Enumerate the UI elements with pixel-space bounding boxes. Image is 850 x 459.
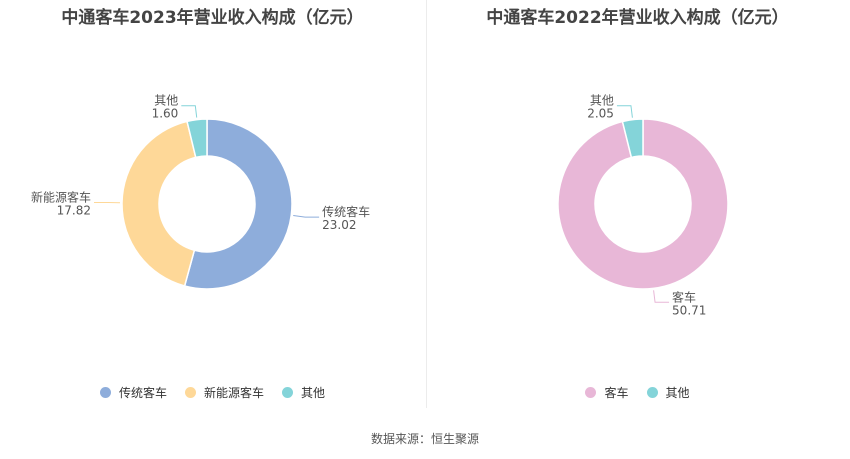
slice-value-0-0: 23.02 — [322, 218, 356, 232]
slice-value-1-1: 2.05 — [587, 107, 614, 121]
legend-2023: 传统客车 新能源客车 其他 — [0, 384, 425, 401]
legend-label: 传统客车 — [118, 386, 167, 400]
legend-item-0-0[interactable]: 传统客车 — [99, 384, 167, 401]
slice-label-0-1: 新能源客车 — [31, 190, 91, 205]
legend-label: 客车 — [604, 386, 629, 400]
chart-title-2023: 中通客车2023年营业收入构成（亿元） — [61, 8, 364, 28]
chart-title-2022: 中通客车2022年营业收入构成（亿元） — [486, 8, 789, 28]
slice-1-0[interactable] — [557, 118, 729, 290]
leader-line-0-2 — [181, 105, 198, 118]
slice-label-1-1: 其他 — [590, 94, 614, 108]
legend-item-1-0[interactable]: 客车 — [585, 384, 629, 401]
slice-value-0-1: 17.82 — [57, 204, 91, 218]
legend-swatch-icon — [282, 387, 293, 398]
chart-panel-2023: 中通客车2023年营业收入构成（亿元） 传统客车 23.02 新能源客车 17.82 其… — [0, 0, 425, 410]
slice-0-1[interactable] — [121, 120, 197, 287]
slice-0-2[interactable] — [186, 118, 208, 159]
panel-divider — [426, 0, 427, 408]
legend-item-1-1[interactable]: 其他 — [646, 384, 690, 401]
legend-label: 其他 — [301, 386, 326, 400]
legend-label: 新能源客车 — [203, 386, 264, 400]
chart-panel-2022: 中通客车2022年营业收入构成（亿元） 客车 50.71 其他 2.05 客车 其他 — [425, 0, 850, 410]
legend-item-0-2[interactable]: 其他 — [282, 384, 325, 401]
slice-value-1-0: 50.71 — [672, 303, 706, 317]
slice-label-0-0: 传统客车 — [322, 204, 370, 219]
leader-line-0-0 — [293, 215, 320, 218]
legend-swatch-icon — [99, 387, 111, 398]
legend-item-0-1[interactable]: 新能源客车 — [184, 384, 264, 401]
slice-1-1[interactable] — [621, 118, 644, 159]
data-source: 数据来源：恒生聚源 — [370, 432, 479, 446]
leader-line-1-0 — [653, 290, 670, 303]
legend-swatch-icon — [646, 387, 658, 398]
slice-label-0-2: 其他 — [154, 94, 178, 108]
slice-0-0[interactable] — [183, 118, 293, 290]
legend-swatch-icon — [585, 387, 597, 398]
legend-swatch-icon — [184, 387, 196, 398]
legend-label: 其他 — [665, 386, 690, 400]
slice-label-1-0: 客车 — [672, 289, 696, 304]
legend-2022: 客车 其他 — [425, 384, 850, 401]
leader-line-1-1 — [616, 105, 633, 118]
slice-value-0-2: 1.60 — [152, 107, 179, 121]
